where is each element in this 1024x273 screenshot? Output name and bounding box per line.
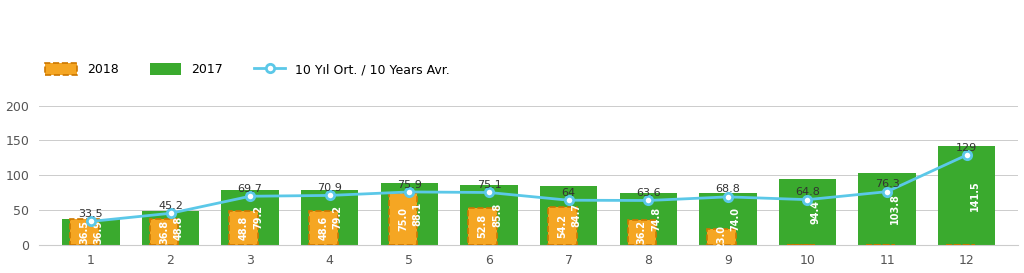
Bar (699, 193, 757, 245)
Bar (229, 211, 258, 245)
Bar (628, 219, 656, 245)
Bar (468, 208, 497, 245)
Text: 94.4: 94.4 (810, 200, 820, 224)
Text: 74.0: 74.0 (731, 207, 740, 231)
Text: 36.9: 36.9 (94, 220, 103, 244)
Text: 48.8: 48.8 (239, 216, 249, 240)
Text: 36.5: 36.5 (80, 220, 89, 244)
Text: 69.7: 69.7 (238, 184, 262, 194)
Text: 85.8: 85.8 (492, 203, 502, 227)
Bar (221, 190, 279, 245)
Bar (142, 211, 200, 245)
Text: 48.6: 48.6 (318, 216, 329, 240)
Bar (461, 185, 518, 245)
Bar (620, 193, 677, 245)
Text: 74.8: 74.8 (651, 207, 662, 231)
Text: 103.8: 103.8 (890, 193, 900, 224)
Bar (548, 207, 577, 245)
Text: 64.8: 64.8 (795, 187, 820, 197)
Bar (779, 179, 837, 245)
Text: 45.2: 45.2 (158, 201, 183, 211)
Text: 75.9: 75.9 (397, 180, 422, 189)
Bar (708, 229, 736, 245)
Bar (301, 190, 358, 245)
Text: 68.8: 68.8 (716, 185, 740, 194)
Bar (71, 219, 99, 245)
Text: 70.9: 70.9 (317, 183, 342, 193)
Bar (381, 183, 438, 245)
Text: 79.2: 79.2 (253, 205, 263, 229)
Text: 23.0: 23.0 (717, 225, 726, 249)
Text: 141.5: 141.5 (970, 180, 980, 211)
Text: 84.7: 84.7 (571, 203, 582, 227)
Text: 36.8: 36.8 (159, 220, 169, 244)
Bar (309, 211, 338, 245)
Text: 36.2: 36.2 (637, 220, 647, 244)
Text: 52.8: 52.8 (477, 214, 487, 238)
Text: 63.6: 63.6 (636, 188, 660, 198)
Text: 75.1: 75.1 (476, 180, 502, 190)
Bar (150, 219, 178, 245)
Bar (62, 219, 120, 245)
Bar (938, 146, 995, 245)
Legend: 2018, 2017, 10 Yıl Ort. / 10 Years Avr.: 2018, 2017, 10 Yıl Ort. / 10 Years Avr. (45, 63, 450, 76)
Text: 88.1: 88.1 (413, 202, 422, 226)
Text: 79.2: 79.2 (333, 205, 343, 229)
Text: 129: 129 (956, 143, 977, 153)
Bar (540, 186, 597, 245)
Text: 54.2: 54.2 (557, 214, 567, 238)
Bar (389, 192, 418, 245)
Bar (858, 173, 915, 245)
Text: 64: 64 (561, 188, 575, 198)
Text: 33.5: 33.5 (79, 209, 103, 219)
Text: 48.8: 48.8 (173, 216, 183, 240)
Text: 75.0: 75.0 (398, 207, 408, 231)
Text: 76.3: 76.3 (874, 179, 899, 189)
